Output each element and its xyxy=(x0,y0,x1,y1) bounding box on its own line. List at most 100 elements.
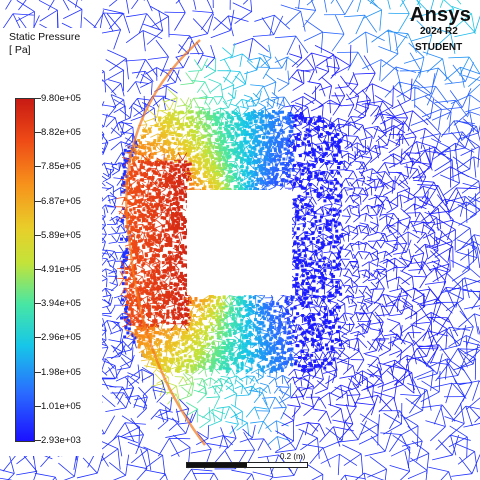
mesh-edge xyxy=(358,162,365,170)
mesh-cell xyxy=(338,262,342,266)
mesh-cell xyxy=(202,149,206,153)
mesh-edge xyxy=(136,59,146,79)
mesh-edge xyxy=(290,162,296,171)
mesh-cell xyxy=(127,213,131,217)
mesh-cell xyxy=(299,198,303,202)
mesh-cell xyxy=(146,184,150,188)
mesh-cell xyxy=(126,319,130,323)
mesh-cell xyxy=(269,157,273,161)
mesh-edge xyxy=(387,29,392,51)
mesh-edge xyxy=(118,122,133,125)
mesh-cell xyxy=(126,301,130,305)
mesh-cell xyxy=(260,367,264,371)
mesh-cell xyxy=(311,236,315,240)
mesh-edge xyxy=(434,159,453,172)
mesh-cell xyxy=(236,146,240,150)
mesh-cell xyxy=(156,331,160,335)
mesh-cell xyxy=(228,342,232,346)
mesh-cell xyxy=(253,353,257,357)
mesh-cell xyxy=(186,167,190,171)
mesh-cell xyxy=(307,369,311,373)
mesh-cell xyxy=(210,335,214,339)
mesh-edge xyxy=(453,111,470,126)
mesh-cell xyxy=(297,216,301,220)
mesh-cell xyxy=(240,322,244,326)
mesh-cell xyxy=(323,256,327,260)
mesh-cell xyxy=(233,339,237,343)
mesh-cell xyxy=(254,167,258,171)
mesh-cell xyxy=(154,160,158,164)
mesh-edge xyxy=(180,98,186,106)
mesh-edge xyxy=(130,115,144,122)
mesh-cell xyxy=(230,306,234,310)
mesh-cell xyxy=(134,228,138,232)
mesh-edge xyxy=(158,142,162,152)
mesh-cell xyxy=(279,128,283,132)
mesh-edge xyxy=(334,92,341,105)
mesh-cell xyxy=(329,235,333,239)
mesh-cell xyxy=(285,120,289,124)
mesh-cell xyxy=(280,347,284,351)
mesh-edge xyxy=(454,31,475,38)
mesh-cell xyxy=(154,181,158,185)
mesh-cell xyxy=(186,163,190,167)
mesh-cell xyxy=(186,328,190,332)
mesh-cell xyxy=(235,299,239,303)
mesh-cell xyxy=(308,204,312,208)
mesh-cell xyxy=(156,324,160,328)
mesh-edge xyxy=(377,135,388,146)
mesh-cell xyxy=(288,130,292,134)
mesh-cell xyxy=(172,321,176,325)
mesh-cell xyxy=(249,117,253,121)
mesh-edge xyxy=(420,133,441,139)
mesh-cell xyxy=(149,288,153,292)
mesh-edge xyxy=(398,13,410,32)
mesh-cell xyxy=(133,264,137,268)
mesh-edge xyxy=(110,127,122,137)
mesh-edge xyxy=(110,94,117,108)
mesh-edge xyxy=(331,33,345,52)
mesh-cell xyxy=(148,280,152,284)
mesh-cell xyxy=(138,334,142,338)
mesh-cell xyxy=(292,163,296,167)
mesh-cell xyxy=(169,161,173,165)
mesh-edge xyxy=(111,161,115,171)
mesh-cell xyxy=(279,366,283,370)
mesh-edge xyxy=(276,152,282,160)
mesh-cell xyxy=(175,351,179,355)
mesh-cell xyxy=(257,340,261,344)
mesh-edge xyxy=(269,15,275,36)
mesh-cell xyxy=(158,116,162,120)
mesh-cell xyxy=(175,202,179,206)
mesh-edge xyxy=(141,73,153,82)
mesh-cell xyxy=(159,281,163,285)
mesh-cell xyxy=(305,304,309,308)
mesh-cell xyxy=(133,148,137,152)
mesh-cell xyxy=(198,161,202,165)
mesh-cell xyxy=(244,113,248,117)
mesh-edge xyxy=(218,159,221,169)
mesh-cell xyxy=(228,352,232,356)
mesh-cell xyxy=(262,135,266,139)
mesh-cell xyxy=(183,300,187,304)
mesh-cell xyxy=(146,209,150,213)
mesh-cell xyxy=(184,194,188,198)
mesh-edge xyxy=(411,93,432,102)
mesh-edge xyxy=(103,113,108,127)
mesh-cell xyxy=(231,297,235,301)
mesh-edge xyxy=(364,14,378,33)
mesh-edge xyxy=(108,13,124,30)
mesh-cell xyxy=(170,360,174,364)
mesh-cell xyxy=(232,323,236,327)
mesh-cell xyxy=(169,203,173,207)
mesh-cell xyxy=(317,363,321,367)
mesh-edge xyxy=(167,88,178,99)
mesh-edge xyxy=(431,111,452,121)
mesh-edge xyxy=(465,107,480,113)
mesh-cell xyxy=(220,181,224,185)
mesh-cell xyxy=(216,120,220,124)
mesh-edge xyxy=(296,52,312,68)
mesh-cell xyxy=(239,160,243,164)
mesh-edge xyxy=(353,115,366,123)
